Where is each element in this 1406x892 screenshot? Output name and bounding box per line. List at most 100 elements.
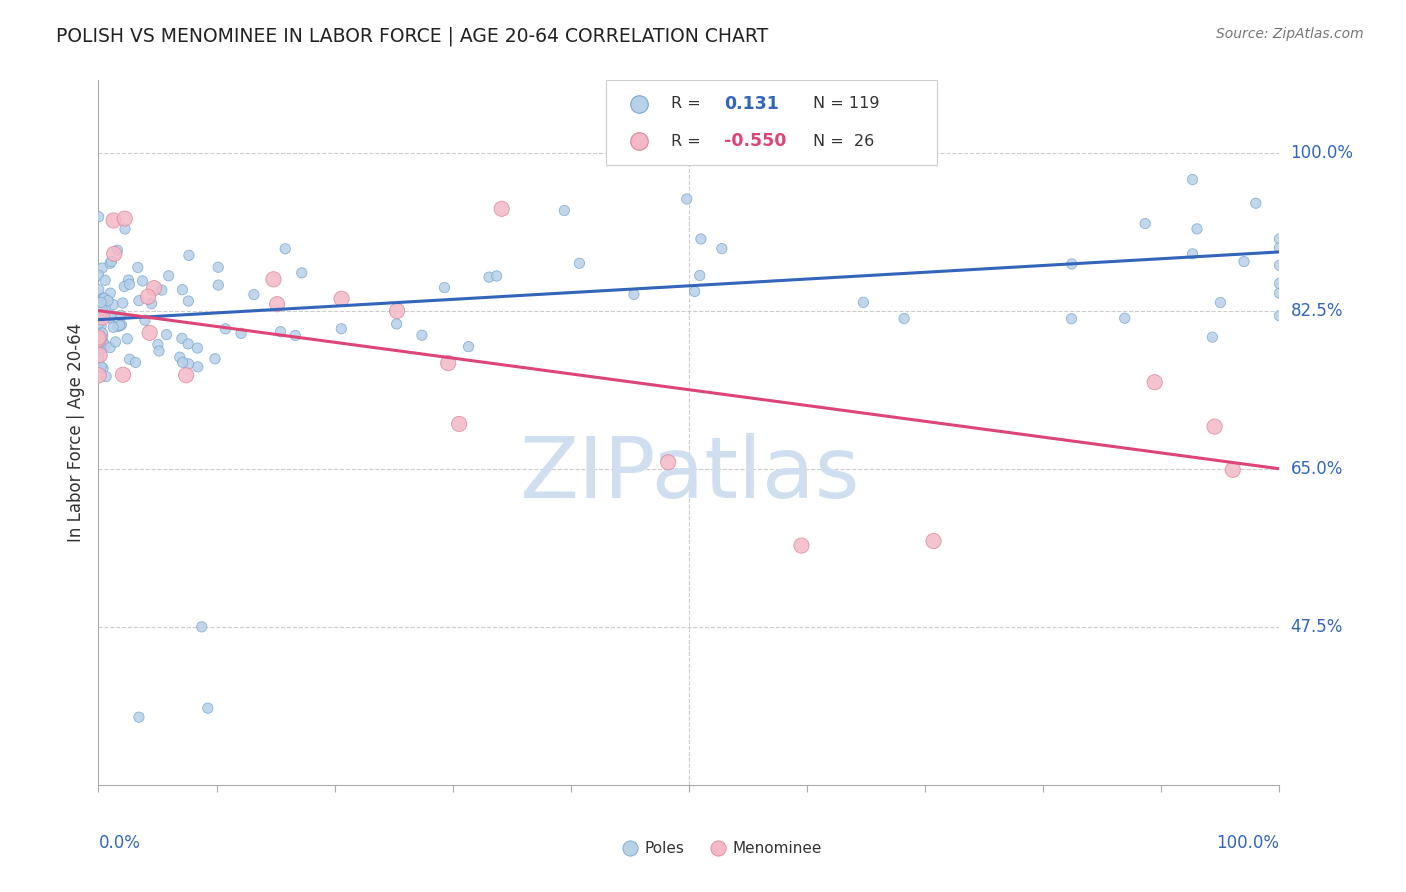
Text: 65.0%: 65.0% [1291, 459, 1343, 478]
Point [100, 254, 122, 268]
Point [330, 322, 353, 336]
Point [146, 337, 169, 351]
Point [1268, 258, 1291, 272]
Point [1060, 311, 1083, 326]
Point [89, 336, 111, 351]
Point [118, 352, 141, 367]
Point [91, 342, 114, 356]
Point [107, 319, 129, 334]
Point [1268, 277, 1291, 291]
Point [683, 285, 706, 299]
Point [108, 318, 131, 333]
Point [922, 534, 945, 549]
Point [87, 268, 110, 282]
Point [1268, 309, 1291, 323]
Point [131, 274, 153, 288]
Point [229, 326, 252, 341]
Point [90, 359, 112, 374]
Point [553, 203, 575, 218]
Point [1060, 257, 1083, 271]
Text: R =: R = [671, 96, 706, 112]
Point [114, 211, 136, 226]
Text: 0.0%: 0.0% [98, 834, 141, 852]
Point [170, 331, 193, 345]
Point [118, 277, 141, 292]
Point [103, 213, 125, 227]
Point [107, 243, 129, 257]
Point [112, 279, 135, 293]
Point [628, 224, 651, 238]
Point [1244, 196, 1267, 211]
Text: 0.131: 0.131 [724, 95, 779, 113]
Point [628, 176, 651, 190]
Point [204, 351, 226, 366]
Point [114, 222, 136, 236]
Point [1204, 419, 1226, 434]
Point [1268, 232, 1291, 246]
Point [177, 248, 200, 262]
Point [169, 350, 191, 364]
Point [177, 337, 200, 351]
Point [274, 242, 297, 256]
Point [94, 369, 117, 384]
Point [87, 332, 110, 346]
Point [111, 368, 134, 382]
Point [262, 272, 284, 286]
Text: 100.0%: 100.0% [1216, 834, 1279, 852]
Point [94, 301, 117, 315]
Text: N = 119: N = 119 [813, 96, 879, 112]
Point [433, 280, 456, 294]
Point [155, 327, 177, 342]
Point [89, 304, 111, 318]
Point [148, 343, 170, 358]
Point [243, 287, 266, 301]
Point [207, 278, 229, 293]
Point [1133, 217, 1156, 231]
Point [87, 283, 110, 297]
Point [266, 297, 288, 311]
Text: N =  26: N = 26 [813, 134, 875, 149]
Point [91, 260, 114, 275]
Y-axis label: In Labor Force | Age 20-64: In Labor Force | Age 20-64 [66, 323, 84, 542]
Point [1268, 241, 1291, 255]
Point [1268, 286, 1291, 301]
Point [91, 310, 114, 325]
Point [127, 260, 149, 275]
Point [457, 340, 479, 354]
Text: ZIPatlas: ZIPatlas [519, 434, 859, 516]
Point [91, 302, 114, 317]
Point [87, 329, 110, 343]
Point [104, 334, 127, 349]
Text: 47.5%: 47.5% [1291, 618, 1343, 636]
Point [110, 318, 132, 332]
Point [117, 273, 139, 287]
Point [128, 293, 150, 308]
Point [91, 329, 114, 343]
Point [187, 359, 209, 374]
Point [110, 309, 132, 323]
Point [385, 317, 408, 331]
Point [103, 297, 125, 311]
Point [89, 301, 111, 316]
Point [90, 295, 112, 310]
Point [172, 355, 194, 369]
Point [93, 291, 115, 305]
Point [214, 322, 236, 336]
Point [90, 306, 112, 320]
Point [385, 304, 408, 318]
Point [94, 273, 117, 287]
Text: 82.5%: 82.5% [1291, 301, 1343, 319]
Text: POLISH VS MENOMINEE IN LABOR FORCE | AGE 20-64 CORRELATION CHART: POLISH VS MENOMINEE IN LABOR FORCE | AGE… [56, 27, 769, 46]
Point [91, 335, 114, 350]
Point [893, 311, 915, 326]
Point [1185, 222, 1208, 236]
Point [675, 192, 697, 206]
Point [108, 318, 131, 333]
Point [177, 294, 200, 309]
Point [90, 318, 112, 333]
Point [568, 256, 591, 270]
Point [136, 290, 159, 304]
Point [87, 368, 110, 383]
Point [190, 620, 212, 634]
Point [87, 336, 110, 351]
